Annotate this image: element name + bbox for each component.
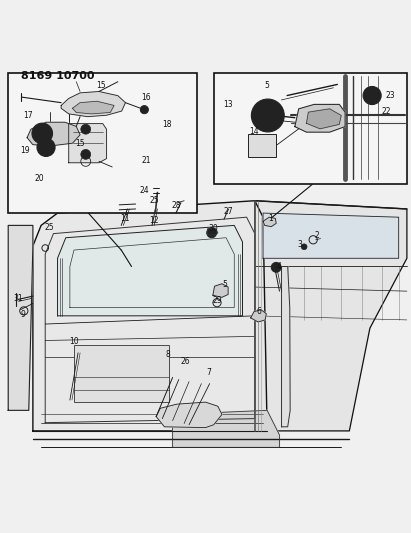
Circle shape — [32, 123, 53, 144]
Polygon shape — [255, 201, 407, 431]
Polygon shape — [282, 266, 290, 427]
Text: 23: 23 — [386, 92, 395, 100]
Circle shape — [37, 139, 55, 156]
Polygon shape — [33, 201, 267, 431]
Polygon shape — [58, 225, 242, 316]
Text: 22: 22 — [381, 107, 391, 116]
Polygon shape — [251, 310, 266, 322]
Circle shape — [260, 107, 276, 124]
Polygon shape — [72, 101, 114, 114]
Text: 15: 15 — [75, 139, 85, 148]
Polygon shape — [27, 122, 80, 146]
Circle shape — [42, 143, 50, 151]
Bar — [74, 345, 169, 402]
Text: 17: 17 — [23, 111, 33, 120]
Text: 21: 21 — [141, 156, 151, 165]
Circle shape — [81, 124, 91, 134]
Text: 12: 12 — [149, 215, 159, 224]
Text: 24: 24 — [139, 186, 149, 195]
Text: 25: 25 — [149, 196, 159, 205]
Circle shape — [252, 99, 284, 132]
Polygon shape — [69, 124, 106, 163]
Bar — [214, 74, 407, 184]
Circle shape — [301, 244, 307, 249]
Polygon shape — [208, 229, 218, 235]
Text: 2: 2 — [314, 231, 319, 240]
Polygon shape — [307, 109, 341, 129]
Polygon shape — [295, 104, 345, 132]
Polygon shape — [263, 217, 276, 227]
Text: 13: 13 — [223, 101, 233, 109]
Polygon shape — [156, 402, 222, 427]
Text: 30: 30 — [209, 224, 219, 233]
Text: 14: 14 — [249, 127, 259, 136]
Text: 1: 1 — [268, 214, 273, 222]
Text: 26: 26 — [180, 357, 190, 366]
Text: 5: 5 — [265, 81, 270, 90]
Text: 31: 31 — [14, 294, 23, 303]
Text: 8: 8 — [165, 350, 170, 359]
Circle shape — [81, 149, 91, 159]
Text: 10: 10 — [69, 337, 79, 346]
Bar — [8, 74, 197, 213]
Circle shape — [140, 106, 148, 114]
Text: 29: 29 — [212, 296, 222, 305]
Text: 7: 7 — [206, 368, 211, 377]
Text: 15: 15 — [96, 81, 106, 90]
Polygon shape — [8, 225, 33, 410]
Circle shape — [363, 86, 381, 104]
Text: 19: 19 — [20, 146, 30, 155]
Text: 9: 9 — [21, 311, 26, 319]
Polygon shape — [213, 284, 228, 297]
Text: 20: 20 — [34, 174, 44, 183]
Text: 11: 11 — [120, 214, 130, 222]
Text: 5: 5 — [223, 280, 228, 289]
Circle shape — [271, 262, 281, 272]
Text: 6: 6 — [256, 307, 261, 316]
Text: 4: 4 — [277, 262, 282, 271]
Text: 27: 27 — [223, 206, 233, 215]
Text: 25: 25 — [44, 223, 54, 232]
Polygon shape — [173, 410, 279, 447]
Text: 8169 10700: 8169 10700 — [21, 71, 94, 81]
Polygon shape — [61, 92, 125, 117]
Text: 18: 18 — [162, 120, 171, 129]
Circle shape — [368, 92, 376, 100]
Text: 28: 28 — [172, 201, 182, 210]
Text: 3: 3 — [298, 240, 302, 249]
Polygon shape — [263, 213, 399, 259]
Circle shape — [207, 228, 217, 238]
Bar — [249, 134, 275, 157]
Circle shape — [37, 128, 48, 139]
Text: 16: 16 — [141, 93, 151, 102]
